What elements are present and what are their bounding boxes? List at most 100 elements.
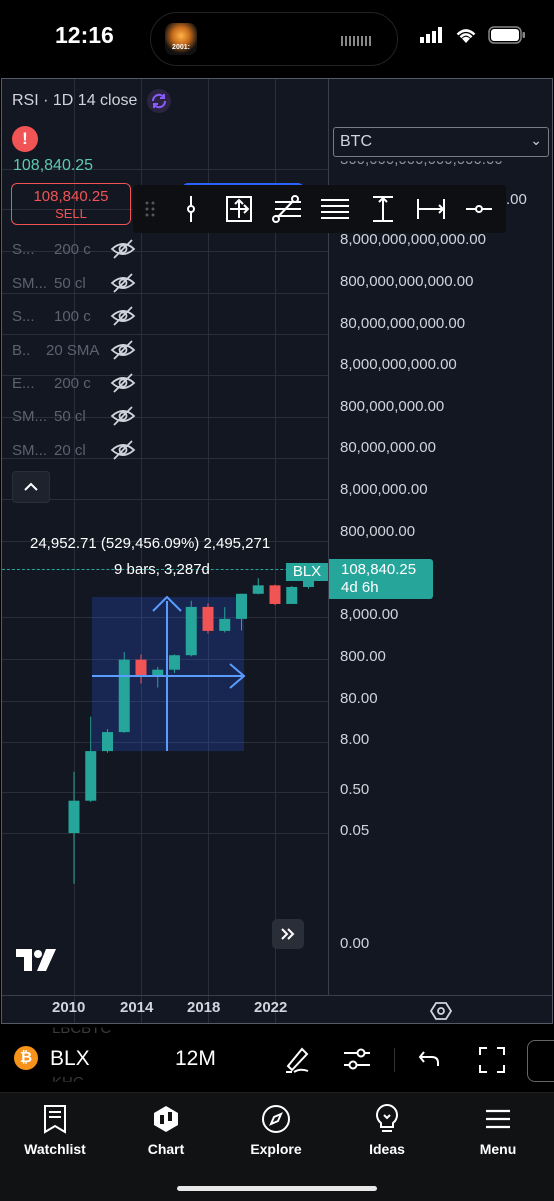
horizontal-ray-tool-icon[interactable] — [455, 185, 503, 233]
price-axis-label: 800,000.00 — [340, 523, 416, 540]
nav-chart[interactable]: Chart — [121, 1103, 211, 1157]
measure-arrows — [92, 595, 246, 751]
drag-handle-icon[interactable] — [133, 200, 167, 218]
indicator-row[interactable]: E... 200 c — [12, 371, 140, 395]
compare-symbol-select[interactable]: BTC ⌄ — [333, 127, 549, 157]
candle-body — [252, 585, 264, 594]
candle-body — [219, 618, 231, 631]
indicator-row[interactable]: S... 200 c — [12, 237, 140, 261]
alert-icon[interactable]: ! — [12, 126, 38, 152]
scroll-to-latest-button[interactable] — [272, 919, 304, 949]
price-axis-label: 800,000,000.00 — [340, 398, 445, 415]
undo-icon[interactable] — [418, 1048, 442, 1070]
indicator-row[interactable]: SM... 50 cl — [12, 404, 140, 428]
bottom-nav: Watchlist Chart Explore Ideas Menu — [0, 1092, 554, 1201]
lightbulb-icon — [376, 1103, 398, 1132]
more-button[interactable] — [527, 1040, 554, 1082]
time-axis-label: 2018 — [187, 999, 221, 1016]
indicators-sliders-icon[interactable] — [342, 1045, 372, 1073]
eye-hidden-icon — [110, 440, 136, 460]
indicator-title: RSI · 1D 14 close — [12, 92, 138, 109]
price-axis-label: 0.00 — [340, 935, 370, 952]
hamburger-menu-icon — [486, 1109, 510, 1129]
sell-button[interactable]: 108,840.25 SELL — [11, 183, 131, 225]
time-axis-label: 2010 — [52, 999, 86, 1016]
price-axis-label: 8,000,000,000,000.00 — [340, 231, 486, 248]
date-range-tool-icon[interactable] — [407, 185, 455, 233]
drawing-pen-icon[interactable] — [282, 1044, 312, 1074]
price-axis-label: 0.50 — [340, 781, 370, 798]
parallel-channel-tool-icon[interactable] — [311, 185, 359, 233]
candle-body — [185, 606, 197, 656]
time-axis-border — [2, 995, 552, 996]
chevron-down-icon: ⌄ — [530, 132, 542, 148]
candle-body — [135, 659, 147, 676]
candle-body — [286, 586, 298, 604]
indicator-header[interactable]: RSI · 1D 14 close — [12, 89, 172, 113]
eye-hidden-icon — [110, 340, 136, 360]
candle-body — [236, 593, 247, 619]
wifi-icon — [456, 29, 476, 43]
candle-body — [269, 585, 281, 604]
indicator-row[interactable]: SM... 50 cl — [12, 271, 140, 295]
nav-menu[interactable]: Menu — [453, 1103, 543, 1157]
nav-ideas[interactable]: Ideas — [342, 1103, 432, 1157]
price-range-tool-icon[interactable] — [359, 185, 407, 233]
last-price-tag: 108,840.25 4d 6h — [329, 559, 433, 599]
tradingview-logo[interactable] — [16, 949, 58, 973]
indicator-row[interactable]: B.. 20 SMA — [12, 338, 140, 362]
symbol-name[interactable]: BLX — [50, 1047, 90, 1070]
price-axis-label: 8,000,000,000.00 — [340, 356, 457, 373]
fib-retracement-tool-icon[interactable] — [263, 185, 311, 233]
symbol-price-tag: BLX — [286, 563, 328, 581]
drawing-toolbar[interactable] — [133, 185, 506, 233]
bitcoin-logo-icon[interactable]: ₿ — [14, 1046, 38, 1070]
candle-body — [102, 732, 113, 752]
vertical-line-tool-icon[interactable] — [167, 185, 215, 233]
price-axis-label: 8,000,000.00 — [340, 481, 428, 498]
chart-settings-icon[interactable] — [430, 1001, 452, 1021]
eye-hidden-icon — [110, 306, 136, 326]
candle-body — [118, 659, 130, 733]
watchlist-icon — [44, 1105, 66, 1134]
eye-hidden-icon — [110, 373, 136, 393]
chevron-up-icon — [24, 482, 38, 491]
measure-bars-readout: 9 bars, 3,287d — [114, 561, 210, 578]
nav-explore[interactable]: Explore — [231, 1103, 321, 1157]
candle-body — [152, 669, 164, 676]
status-icons — [420, 26, 526, 44]
home-indicator — [177, 1186, 377, 1191]
dynamic-island[interactable]: 2001: — [150, 12, 398, 66]
price-axis-label: 80,000,000.00 — [340, 439, 436, 456]
chart-icon — [154, 1106, 178, 1132]
nav-watchlist[interactable]: Watchlist — [10, 1103, 100, 1157]
ghost-symbol: KHC — [52, 1074, 84, 1091]
chart-frame[interactable]: 24,952.71 (529,456.09%) 2,495,271 9 bars… — [1, 78, 553, 1024]
eye-hidden-icon — [110, 273, 136, 293]
indicator-row[interactable]: SM... 20 cl — [12, 438, 140, 462]
now-playing-artwork: 2001: — [165, 23, 197, 55]
interval-button[interactable]: 12M — [175, 1047, 216, 1070]
status-time: 12:16 — [55, 22, 114, 48]
last-price-line — [2, 569, 328, 570]
candle-body — [68, 800, 80, 833]
indicator-row[interactable]: S... 100 c — [12, 304, 140, 328]
price-axis-label: 80,000,000,000.00 — [340, 315, 466, 332]
fullscreen-icon[interactable] — [478, 1046, 506, 1074]
price-axis-label: .00 — [506, 191, 527, 208]
audio-waveform-icon — [341, 36, 371, 46]
price-axis-label: 800.00 — [340, 648, 386, 665]
collapse-legend-button[interactable] — [12, 471, 50, 503]
candle-body — [169, 655, 180, 670]
eye-hidden-icon — [110, 406, 136, 426]
last-price-text: 108,840.25 — [13, 157, 94, 174]
cellular-signal-icon — [420, 27, 442, 43]
candle-body — [202, 606, 214, 631]
price-axis-label: 8.00 — [340, 731, 370, 748]
symbol-bar: LBCBTC KHC ₿ BLX 12M — [0, 1028, 554, 1091]
candle-body — [85, 751, 97, 801]
measure-readout: 24,952.71 (529,456.09%) 2,495,271 — [30, 535, 271, 552]
date-price-range-tool-icon[interactable] — [215, 185, 263, 233]
sync-icon[interactable] — [147, 89, 172, 113]
double-chevron-right-icon — [281, 928, 295, 940]
